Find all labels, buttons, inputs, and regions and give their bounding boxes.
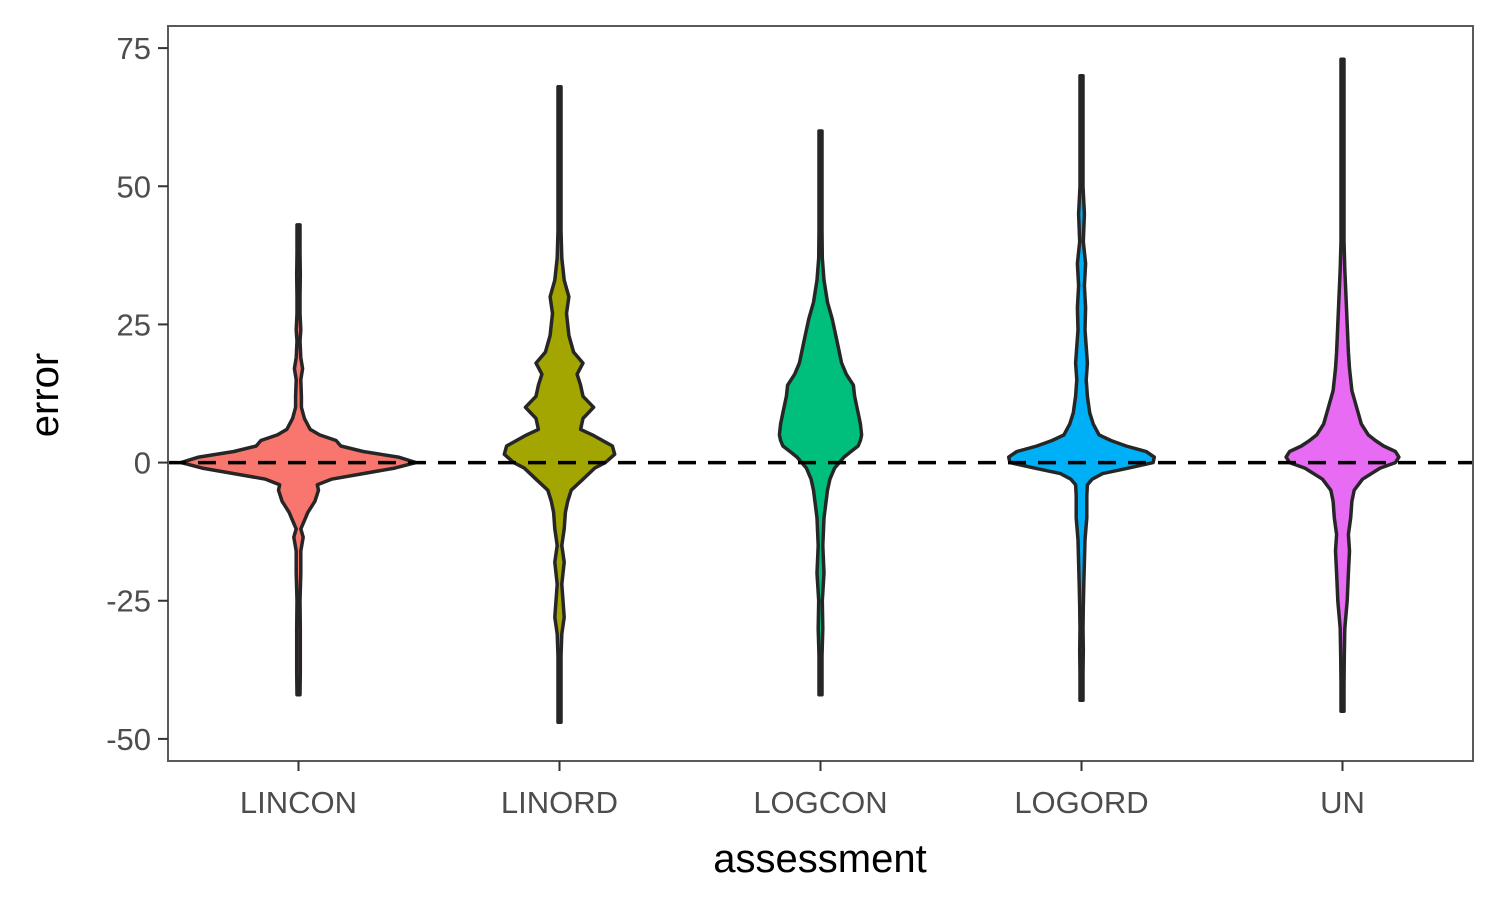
x-tick-label-un: UN <box>1320 785 1365 820</box>
x-tick-label-logord: LOGORD <box>1014 785 1148 820</box>
x-tick-label-logcon: LOGCON <box>753 785 887 820</box>
violin-linord <box>502 85 617 725</box>
y-tick-label: -25 <box>106 584 151 619</box>
violin-lincon <box>179 223 418 697</box>
y-tick-label: 50 <box>117 169 151 204</box>
violin-logcon <box>777 129 864 697</box>
violin-un <box>1284 57 1401 714</box>
x-axis: LINCON LINORD LOGCON LOGORD UN <box>240 761 1365 820</box>
x-tick-label-linord: LINORD <box>501 785 618 820</box>
y-axis: 75 50 25 0 -25 -50 <box>106 31 168 757</box>
y-tick-label: 75 <box>117 31 151 66</box>
y-tick-label: 25 <box>117 307 151 342</box>
y-tick-label: -50 <box>106 722 151 757</box>
y-axis-title: error <box>23 353 67 437</box>
x-axis-title: assessment <box>713 837 926 881</box>
x-tick-label-lincon: LINCON <box>240 785 357 820</box>
y-tick-label: 0 <box>134 446 151 481</box>
violin-logord <box>1006 73 1157 702</box>
violins-layer <box>179 57 1401 725</box>
